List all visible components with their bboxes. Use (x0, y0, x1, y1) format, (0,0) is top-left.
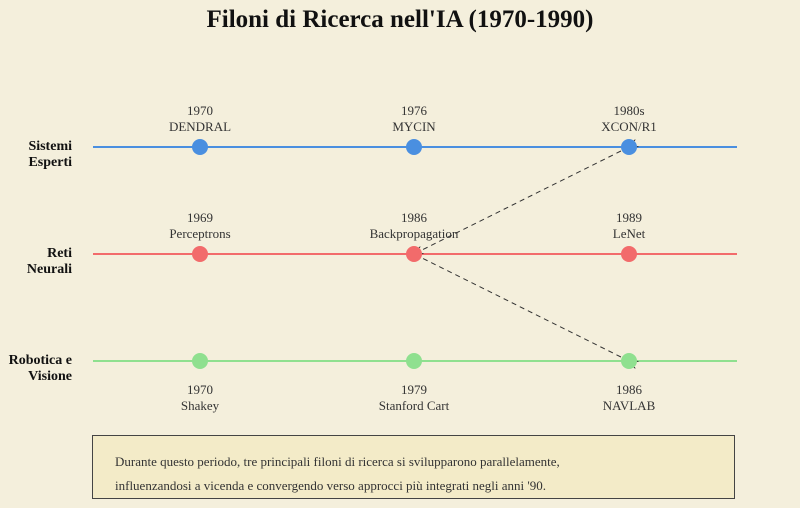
lane-label-line: Neurali (26, 262, 72, 277)
lane-label-line: Esperti (28, 155, 72, 170)
event-dot-shakey (192, 353, 208, 369)
event-dot-dendral (192, 139, 208, 155)
event-name: DENDRAL (168, 119, 232, 134)
event-year: 1989 (616, 210, 642, 225)
event-dot-perceptrons (192, 246, 208, 262)
event-name: XCON/R1 (601, 119, 657, 134)
event-name: Backpropagation (369, 226, 459, 241)
event-label-dendral: 1970 DENDRAL (130, 103, 270, 135)
lane-label-line: Robotica e (8, 353, 72, 368)
lane-label-line: Reti (47, 246, 72, 261)
event-name: LeNet (612, 226, 646, 241)
diagram-title: Filoni di Ricerca nell'IA (1970-1990) (206, 6, 594, 33)
event-dot-xcon (621, 139, 637, 155)
summary-note-box: Durante questo periodo, tre principali f… (92, 435, 735, 499)
event-label-lenet: 1989 LeNet (559, 210, 699, 242)
event-dot-mycin (406, 139, 422, 155)
lane-label-sistemi-esperti: Sistemi Esperti (0, 139, 72, 171)
lane-label-line: Visione (28, 369, 72, 384)
influence-arrow-navlab-to-backprop (413, 253, 629, 361)
event-label-mycin: 1976 MYCIN (344, 103, 484, 135)
event-label-perceptrons: 1969 Perceptrons (130, 210, 270, 242)
event-label-shakey: 1970 Shakey (130, 382, 270, 414)
event-label-stanford-cart: 1979 Stanford Cart (344, 382, 484, 414)
event-year: 1986 (401, 210, 427, 225)
event-name: Perceptrons (169, 226, 231, 241)
event-year: 1986 (616, 382, 642, 397)
event-year: 1979 (401, 382, 427, 397)
lane-label-robotica-visione: Robotica e Visione (0, 353, 72, 385)
event-label-xcon: 1980s XCON/R1 (559, 103, 699, 135)
event-name: Shakey (180, 398, 220, 413)
event-year: 1969 (187, 210, 213, 225)
event-year: 1980s (613, 103, 645, 118)
summary-note-line: Durante questo periodo, tre principali f… (115, 454, 560, 469)
event-label-backpropagation: 1986 Backpropagation (344, 210, 484, 242)
summary-note-line: influenzandosi a vicenda e convergendo v… (115, 478, 546, 493)
event-year: 1970 (187, 103, 213, 118)
event-dot-backpropagation (406, 246, 422, 262)
event-label-navlab: 1986 NAVLAB (559, 382, 699, 414)
event-year: 1970 (187, 382, 213, 397)
lane-label-reti-neurali: Reti Neurali (0, 246, 72, 278)
event-name: MYCIN (392, 119, 436, 134)
lane-label-line: Sistemi (28, 139, 72, 154)
event-dot-lenet (621, 246, 637, 262)
influence-arrow-xcon-to-backprop (414, 147, 629, 254)
event-dot-stanford-cart (406, 353, 422, 369)
event-name: NAVLAB (602, 398, 656, 413)
event-dot-navlab (621, 353, 637, 369)
event-year: 1976 (401, 103, 427, 118)
event-name: Stanford Cart (378, 398, 450, 413)
